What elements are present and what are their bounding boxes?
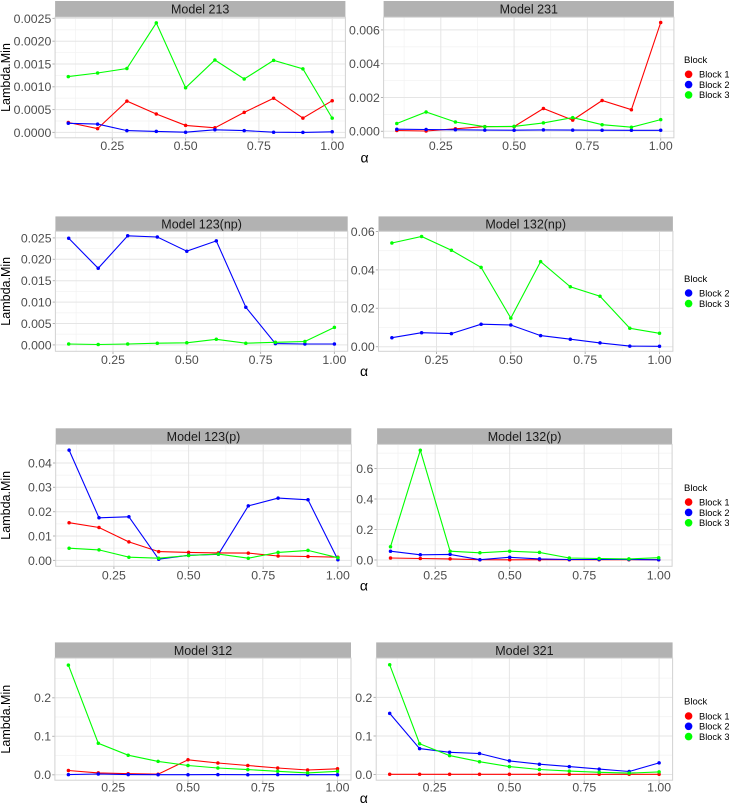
svg-text:0.25: 0.25 [429, 139, 453, 153]
svg-text:0.020: 0.020 [21, 253, 52, 267]
svg-text:0.50: 0.50 [175, 353, 199, 367]
svg-text:0.25: 0.25 [101, 781, 125, 795]
svg-text:0.0010: 0.0010 [14, 80, 52, 94]
svg-text:1.00: 1.00 [326, 569, 350, 583]
svg-text:Model 132(np): Model 132(np) [485, 217, 566, 231]
svg-text:0.75: 0.75 [251, 781, 275, 795]
svg-text:0.25: 0.25 [423, 781, 447, 795]
svg-text:0.1: 0.1 [355, 729, 372, 743]
svg-text:0.0000: 0.0000 [14, 126, 52, 140]
svg-text:Block 2: Block 2 [699, 288, 729, 298]
svg-text:0.25: 0.25 [102, 569, 126, 583]
svg-text:0.00: 0.00 [28, 554, 52, 568]
svg-text:0.6: 0.6 [356, 462, 373, 476]
svg-text:0.75: 0.75 [247, 139, 271, 153]
svg-text:Block 2: Block 2 [699, 508, 729, 518]
svg-text:0.50: 0.50 [499, 353, 523, 367]
svg-text:0.25: 0.25 [423, 569, 447, 583]
svg-text:0.005: 0.005 [21, 317, 52, 331]
svg-text:1.00: 1.00 [647, 569, 671, 583]
svg-text:0.0020: 0.0020 [14, 35, 52, 49]
svg-text:α: α [360, 149, 368, 165]
svg-text:0.1: 0.1 [34, 730, 51, 744]
svg-text:0.50: 0.50 [502, 139, 526, 153]
svg-text:Model 213: Model 213 [171, 3, 229, 17]
svg-text:0.015: 0.015 [21, 274, 52, 288]
svg-text:0.75: 0.75 [249, 353, 273, 367]
svg-text:1.00: 1.00 [648, 353, 672, 367]
svg-text:Model 123(np): Model 123(np) [161, 217, 242, 231]
svg-text:0.75: 0.75 [575, 139, 599, 153]
svg-text:0.04: 0.04 [28, 456, 52, 470]
svg-text:0.75: 0.75 [572, 569, 596, 583]
svg-text:0.06: 0.06 [351, 225, 375, 239]
svg-text:Model 321: Model 321 [495, 644, 553, 658]
svg-text:Block: Block [684, 274, 707, 285]
svg-text:Lambda.Min: Lambda.Min [0, 685, 13, 754]
svg-text:0.4: 0.4 [356, 492, 373, 506]
svg-text:0.004: 0.004 [349, 57, 380, 71]
svg-text:Model 132(p): Model 132(p) [488, 430, 562, 444]
svg-text:α: α [360, 363, 368, 379]
svg-text:0.2: 0.2 [355, 691, 372, 705]
svg-text:0.010: 0.010 [21, 295, 52, 309]
svg-text:Block 1: Block 1 [699, 498, 729, 508]
svg-text:Model 123(p): Model 123(p) [167, 430, 241, 444]
svg-text:α: α [360, 577, 368, 593]
svg-text:0.02: 0.02 [28, 505, 52, 519]
svg-text:0.04: 0.04 [351, 263, 375, 277]
svg-text:0.0: 0.0 [356, 553, 373, 567]
svg-text:1.00: 1.00 [320, 139, 344, 153]
svg-text:0.2: 0.2 [356, 523, 373, 537]
svg-text:1.00: 1.00 [649, 139, 673, 153]
svg-text:0.50: 0.50 [176, 781, 200, 795]
svg-text:0.2: 0.2 [34, 691, 51, 705]
svg-text:0.025: 0.025 [21, 231, 52, 245]
svg-text:0.006: 0.006 [349, 23, 380, 37]
svg-text:Model 231: Model 231 [500, 3, 558, 17]
svg-text:0.0: 0.0 [355, 768, 372, 782]
svg-text:1.00: 1.00 [322, 353, 346, 367]
svg-text:0.75: 0.75 [572, 781, 596, 795]
svg-text:Block 2: Block 2 [699, 80, 729, 90]
svg-text:Lambda.Min: Lambda.Min [0, 257, 13, 326]
svg-text:Model 312: Model 312 [174, 644, 232, 658]
svg-text:0.25: 0.25 [101, 353, 125, 367]
svg-text:α: α [360, 790, 368, 804]
svg-text:Block 3: Block 3 [699, 518, 729, 528]
svg-text:0.50: 0.50 [177, 569, 201, 583]
svg-text:0.50: 0.50 [174, 139, 198, 153]
svg-text:0.0: 0.0 [34, 768, 51, 782]
svg-text:Lambda.Min: Lambda.Min [0, 471, 13, 540]
svg-text:0.000: 0.000 [349, 125, 380, 139]
svg-text:1.00: 1.00 [326, 781, 350, 795]
svg-text:0.0015: 0.0015 [14, 57, 52, 71]
svg-text:Block 3: Block 3 [699, 732, 729, 742]
svg-text:0.03: 0.03 [28, 481, 52, 495]
svg-text:0.02: 0.02 [351, 302, 375, 316]
svg-text:0.75: 0.75 [251, 569, 275, 583]
svg-text:0.25: 0.25 [425, 353, 449, 367]
svg-text:Block 1: Block 1 [699, 70, 729, 80]
svg-text:Block: Block [684, 483, 707, 494]
svg-text:Block 3: Block 3 [699, 90, 729, 100]
svg-text:1.00: 1.00 [647, 781, 671, 795]
svg-text:0.000: 0.000 [21, 338, 52, 352]
svg-text:Block: Block [684, 55, 707, 66]
svg-text:Lambda.Min: Lambda.Min [0, 43, 13, 112]
svg-text:Block 1: Block 1 [699, 711, 729, 721]
svg-text:0.01: 0.01 [28, 529, 52, 543]
svg-text:Block 2: Block 2 [699, 722, 729, 732]
svg-text:0.25: 0.25 [100, 139, 124, 153]
svg-text:0.00: 0.00 [351, 340, 375, 354]
svg-text:0.0005: 0.0005 [14, 103, 52, 117]
svg-text:0.002: 0.002 [349, 91, 380, 105]
svg-text:0.50: 0.50 [498, 569, 522, 583]
svg-text:0.50: 0.50 [497, 781, 521, 795]
svg-text:0.0025: 0.0025 [14, 12, 52, 26]
svg-text:Block 3: Block 3 [699, 299, 729, 309]
svg-text:Block: Block [684, 697, 707, 708]
svg-text:0.75: 0.75 [573, 353, 597, 367]
